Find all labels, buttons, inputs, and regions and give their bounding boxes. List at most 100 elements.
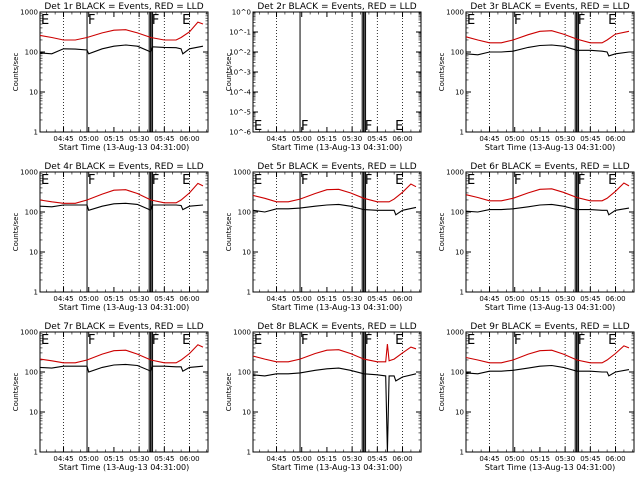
flag-label: E: [182, 173, 190, 188]
y-tick-label: 10^-6: [229, 129, 251, 137]
flag-label: F: [365, 119, 372, 134]
lld-series-line: [252, 183, 417, 203]
y-axis-title: Counts/sec: [438, 373, 446, 412]
x-tick-label: 06:00: [605, 455, 625, 463]
x-tick-label: 05:00: [79, 295, 99, 303]
y-tick-label: 10: [29, 409, 38, 417]
x-tick-label: 05:00: [505, 295, 525, 303]
x-tick-label: 05:15: [104, 455, 124, 463]
flag-label: E: [254, 173, 262, 188]
y-tick-label: 1000: [233, 169, 251, 177]
x-tick-label: 05:15: [317, 295, 337, 303]
flag-label: F: [514, 333, 521, 348]
x-axis: 04:45 05:00 05:15 05:30 05:45 06:00: [259, 172, 420, 303]
x-axis: 04:45 05:00 05:15 05:30 05:45 06:00: [259, 12, 420, 143]
y-tick-label: 10: [455, 249, 464, 257]
x-tick-label: 05:45: [367, 295, 387, 303]
y-tick-label: 10: [455, 409, 464, 417]
y-tick-label: 1000: [446, 329, 464, 337]
x-tick-label: 05:15: [104, 295, 124, 303]
flag-label: E: [467, 173, 475, 188]
x-axis-title: Start Time (13-Aug-13 04:31:00): [59, 303, 190, 312]
panel-det-7: Det 7r BLACK = Events, RED = LLD 1 10 100 10…: [12, 322, 209, 472]
flag-label: E: [395, 119, 403, 134]
x-tick-label: 05:45: [580, 455, 600, 463]
x-tick-label: 05:00: [292, 135, 312, 143]
x-axis-title: Start Time (13-Aug-13 04:31:00): [485, 143, 616, 152]
y-tick-label: 1: [460, 289, 464, 297]
flag-label: F: [578, 13, 585, 28]
flag-label: E: [254, 119, 262, 134]
y-tick-label: 10: [29, 249, 38, 257]
x-tick-label: 05:45: [154, 455, 174, 463]
plot-frame: [465, 171, 635, 293]
x-tick-label: 05:15: [530, 455, 550, 463]
panel-det-5: Det 5r BLACK = Events, RED = LLD 1 10 100 10…: [225, 162, 422, 312]
flag-label: E: [608, 13, 616, 28]
y-axis: 1 10 100 1000: [20, 169, 208, 297]
x-tick-label: 05:30: [129, 455, 149, 463]
y-tick-label: 100: [238, 209, 251, 217]
y-tick-label: 1: [34, 129, 38, 137]
x-tick-label: 04:45: [53, 295, 73, 303]
y-tick-label: 1: [247, 449, 251, 457]
panel-title: Det 6r BLACK = Events, RED = LLD: [470, 162, 629, 172]
x-tick-label: 05:30: [342, 455, 362, 463]
events-series-line: [465, 364, 630, 377]
x-axis: 04:45 05:00 05:15 05:30 05:45 06:00: [259, 332, 420, 463]
events-series-line: [39, 202, 204, 212]
lld-series-line: [39, 182, 204, 204]
flag-label: E: [182, 13, 190, 28]
y-axis-title: Counts/sec: [225, 53, 233, 92]
y-tick-label: 1: [247, 289, 251, 297]
panel-det-1: Det 1r BLACK = Events, RED = LLD 1 10 100 10…: [12, 2, 209, 152]
y-axis: 1 10 100 1000: [446, 9, 634, 137]
panel-title: Det 2r BLACK = Events, RED = LLD: [257, 2, 416, 12]
y-tick-label: 10^-1: [229, 29, 251, 37]
x-tick-label: 06:00: [605, 295, 625, 303]
x-tick-label: 06:00: [605, 135, 625, 143]
y-tick-label: 10^-4: [229, 89, 251, 97]
flag-label: F: [152, 13, 159, 28]
events-series-line: [252, 367, 417, 453]
y-tick-label: 10^-3: [229, 69, 251, 77]
x-tick-label: 05:15: [530, 135, 550, 143]
panel-title: Det 5r BLACK = Events, RED = LLD: [257, 162, 416, 172]
x-tick-label: 05:45: [154, 295, 174, 303]
flag-label: F: [152, 333, 159, 348]
x-tick-label: 05:00: [292, 455, 312, 463]
y-tick-label: 1000: [446, 9, 464, 17]
plot-frame: [39, 11, 209, 133]
y-tick-label: 100: [25, 369, 38, 377]
x-tick-label: 05:45: [367, 455, 387, 463]
flag-label: E: [41, 333, 49, 348]
x-tick-label: 04:45: [266, 135, 286, 143]
x-tick-label: 05:30: [342, 295, 362, 303]
x-tick-label: 06:00: [392, 135, 412, 143]
flag-label: E: [254, 333, 262, 348]
flag-label: F: [301, 333, 308, 348]
lld-series-line: [39, 21, 204, 41]
flag-label: E: [182, 333, 190, 348]
panel-det-6: Det 6r BLACK = Events, RED = LLD 1 10 100 10…: [438, 162, 635, 312]
plot-frame: [252, 171, 422, 293]
x-axis: 04:45 05:00 05:15 05:30 05:45 06:00: [46, 12, 207, 143]
x-axis: 04:45 05:00 05:15 05:30 05:45 06:00: [46, 172, 207, 303]
y-tick-label: 1: [34, 449, 38, 457]
x-tick-label: 05:15: [104, 135, 124, 143]
panel-title: Det 3r BLACK = Events, RED = LLD: [470, 2, 629, 12]
panel-det-9: Det 9r BLACK = Events, RED = LLD 1 10 100 10…: [438, 322, 635, 472]
y-axis-title: Counts/sec: [438, 53, 446, 92]
flag-label: E: [41, 13, 49, 28]
x-tick-label: 05:30: [129, 135, 149, 143]
y-axis-title: Counts/sec: [438, 213, 446, 252]
panel-det-8: Det 8r BLACK = Events, RED = LLD 1 10 100 10…: [225, 322, 422, 472]
y-tick-label: 10^-5: [229, 109, 251, 117]
x-tick-label: 05:00: [79, 455, 99, 463]
flag-label: E: [608, 333, 616, 348]
x-tick-label: 05:30: [555, 295, 575, 303]
y-tick-label: 100: [25, 209, 38, 217]
x-tick-label: 05:45: [367, 135, 387, 143]
x-axis: 04:45 05:00 05:15 05:30 05:45 06:00: [46, 332, 207, 463]
y-tick-label: 1000: [20, 169, 38, 177]
